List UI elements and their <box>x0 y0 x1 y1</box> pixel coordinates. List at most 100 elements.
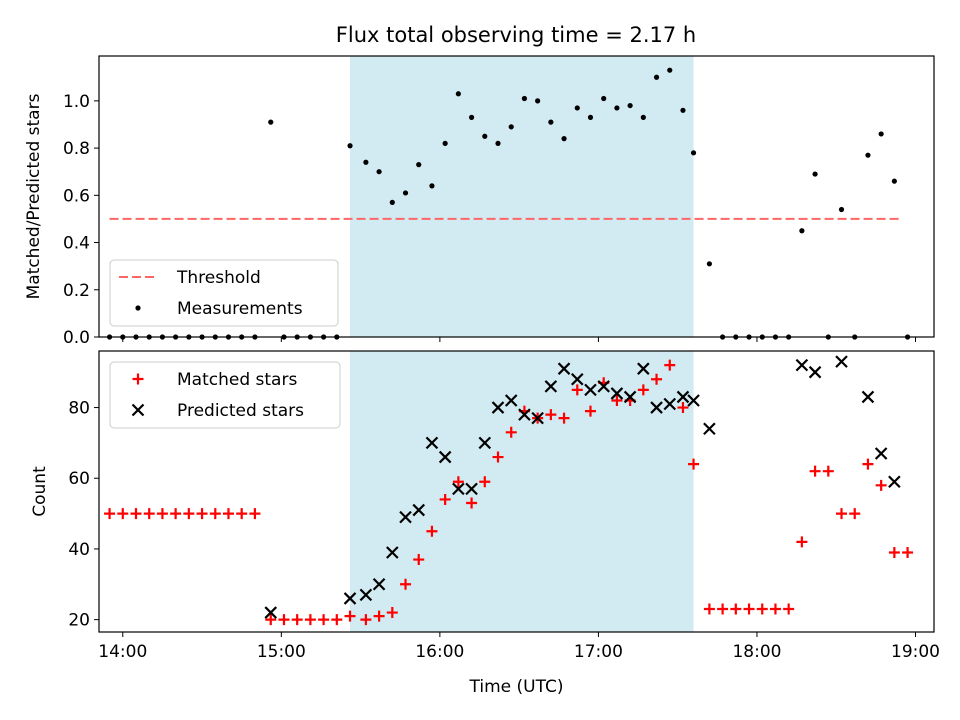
panel1-measurements-point <box>891 178 897 184</box>
panel2-y-axis-label: Count <box>30 466 50 517</box>
panel1-measurements-point <box>574 105 580 111</box>
panel1-measurements-point <box>614 105 620 111</box>
panel1-observing-band <box>350 56 694 337</box>
panel2-matched-stars-point <box>637 384 649 396</box>
panel2-predicted-stars-point <box>518 408 531 421</box>
panel1-measurements-point <box>690 150 697 156</box>
panel2-matched-stars-point <box>183 508 195 520</box>
panel1-measurements-point <box>878 131 884 137</box>
panel2-predicted-stars-point <box>491 401 505 414</box>
panel2-predicted-stars-point <box>888 475 901 489</box>
panel2-predicted-stars-point <box>504 394 518 407</box>
legend-label-matched-stars: Matched stars <box>177 370 297 390</box>
panel1-y-tick-label: 0.8 <box>63 139 90 159</box>
panel1-measurements-point <box>416 162 422 168</box>
panel2-predicted-stars-point <box>663 397 677 411</box>
panel2-matched-stars-point <box>688 458 700 470</box>
panel2-x-axis-label: Time (UTC) <box>469 677 564 697</box>
panel1-y-tick-label: 0.4 <box>63 234 90 254</box>
panel2-predicted-stars-point <box>478 436 492 450</box>
panel1-measurements-point <box>667 67 673 73</box>
panel1-measurements-point <box>521 95 528 102</box>
panel1-measurements-point <box>680 107 686 113</box>
panel2-matched-stars-point <box>400 578 412 590</box>
panel1-measurements-point <box>865 152 871 158</box>
panel2-matched-stars-point <box>756 603 768 615</box>
panel2-matched-stars-point <box>492 451 504 463</box>
panel2-matched-stars-point <box>479 476 491 488</box>
panel2-matched-stars-point <box>222 508 234 520</box>
panel2-matched-stars-point <box>265 614 277 626</box>
panel2-predicted-stars-point <box>438 450 452 464</box>
panel2-matched-stars-point <box>331 614 343 626</box>
panel1-y-tick-label: 1.0 <box>63 92 90 112</box>
panel2-matched-stars-point <box>196 508 208 520</box>
panel2-matched-stars-point <box>571 384 583 396</box>
panel2-matched-stars-point <box>809 465 821 477</box>
panel2-matched-stars-point <box>156 508 168 520</box>
panel2-predicted-stars-point <box>676 390 690 404</box>
panel2-predicted-stars-point <box>610 387 624 400</box>
panel2-predicted-stars-point <box>623 390 637 404</box>
panel2-matched-stars-point <box>452 476 464 488</box>
panel2-x-tick-label: 17:00 <box>574 642 623 662</box>
panel2-matched-stars-point <box>888 546 900 558</box>
panel2-matched-stars-point <box>677 402 689 414</box>
panel2-legend-box <box>109 361 341 429</box>
panel2-x-tick-label: 15:00 <box>257 642 306 662</box>
panel2-matched-stars-point <box>664 359 676 371</box>
panel2-matched-stars-point <box>862 458 874 470</box>
panel2-matched-stars-point <box>466 497 478 509</box>
panel2-predicted-stars-point <box>808 365 822 379</box>
panel1-measurements-point <box>268 119 274 125</box>
panel2-matched-stars-point <box>584 405 596 417</box>
panel1-measurements-point <box>389 199 395 206</box>
panel2-matched-stars-point <box>796 536 808 548</box>
panel1-measurements-point <box>442 140 448 146</box>
panel1-y-tick-label: 0.0 <box>63 328 90 348</box>
panel1-measurements-point <box>455 91 461 97</box>
panel2-axes-frame <box>98 350 935 633</box>
panel2-predicted-stars-point <box>425 436 439 450</box>
panel1-axes-frame <box>98 55 935 338</box>
legend-predicted-swatch <box>131 403 145 417</box>
panel2-matched-stars-point <box>209 508 221 520</box>
panel2-predicted-stars-point <box>637 362 650 375</box>
panel2-predicted-stars-point <box>874 447 888 460</box>
panel2-matched-stars-point <box>558 412 570 424</box>
panel2-matched-stars-point <box>249 508 261 520</box>
panel1-measurements-point <box>468 114 475 120</box>
panel2-predicted-stars-point <box>343 592 357 605</box>
panel2-matched-stars-point <box>236 508 248 520</box>
panel2-x-tick-label: 18:00 <box>732 642 781 662</box>
panel2-predicted-stars-point <box>359 588 373 602</box>
panel2-predicted-stars-point <box>386 546 399 559</box>
panel2-matched-stars-point <box>304 614 316 626</box>
panel1-measurements-point <box>838 206 845 213</box>
legend-label-measurements: Measurements <box>177 299 303 319</box>
panel2-predicted-stars-point <box>650 401 663 414</box>
panel2-predicted-stars-point <box>861 390 875 404</box>
panel2-x-tick-label: 14:00 <box>98 642 147 662</box>
panel2-predicted-stars-point <box>687 394 700 407</box>
panel2-x-tick-label: 16:00 <box>415 642 464 662</box>
panel2-matched-stars-point <box>360 614 372 626</box>
panel1-measurements-point <box>429 183 435 189</box>
panel2-predicted-stars-point <box>372 578 386 591</box>
panel2-predicted-stars-point <box>795 358 809 372</box>
panel2-matched-stars-point <box>170 508 182 520</box>
panel1-measurements-point <box>508 124 514 130</box>
panel2-matched-stars-point <box>875 479 887 491</box>
panel2-predicted-stars-point <box>465 482 478 496</box>
panel2-y-tick-label: 60 <box>68 469 90 489</box>
panel2-matched-stars-point <box>373 610 385 622</box>
panel1-measurements-point <box>799 228 805 234</box>
panel2-matched-stars-point <box>611 394 623 406</box>
panel2-predicted-stars-point <box>835 355 848 368</box>
legend-matched-swatch <box>132 373 144 385</box>
panel2-predicted-stars-point <box>452 482 465 496</box>
panel2-matched-stars-point <box>318 614 330 626</box>
panel2-matched-stars-point <box>505 426 517 438</box>
panel2-y-tick-label: 80 <box>68 399 90 419</box>
panel1-measurements-point <box>640 114 646 120</box>
